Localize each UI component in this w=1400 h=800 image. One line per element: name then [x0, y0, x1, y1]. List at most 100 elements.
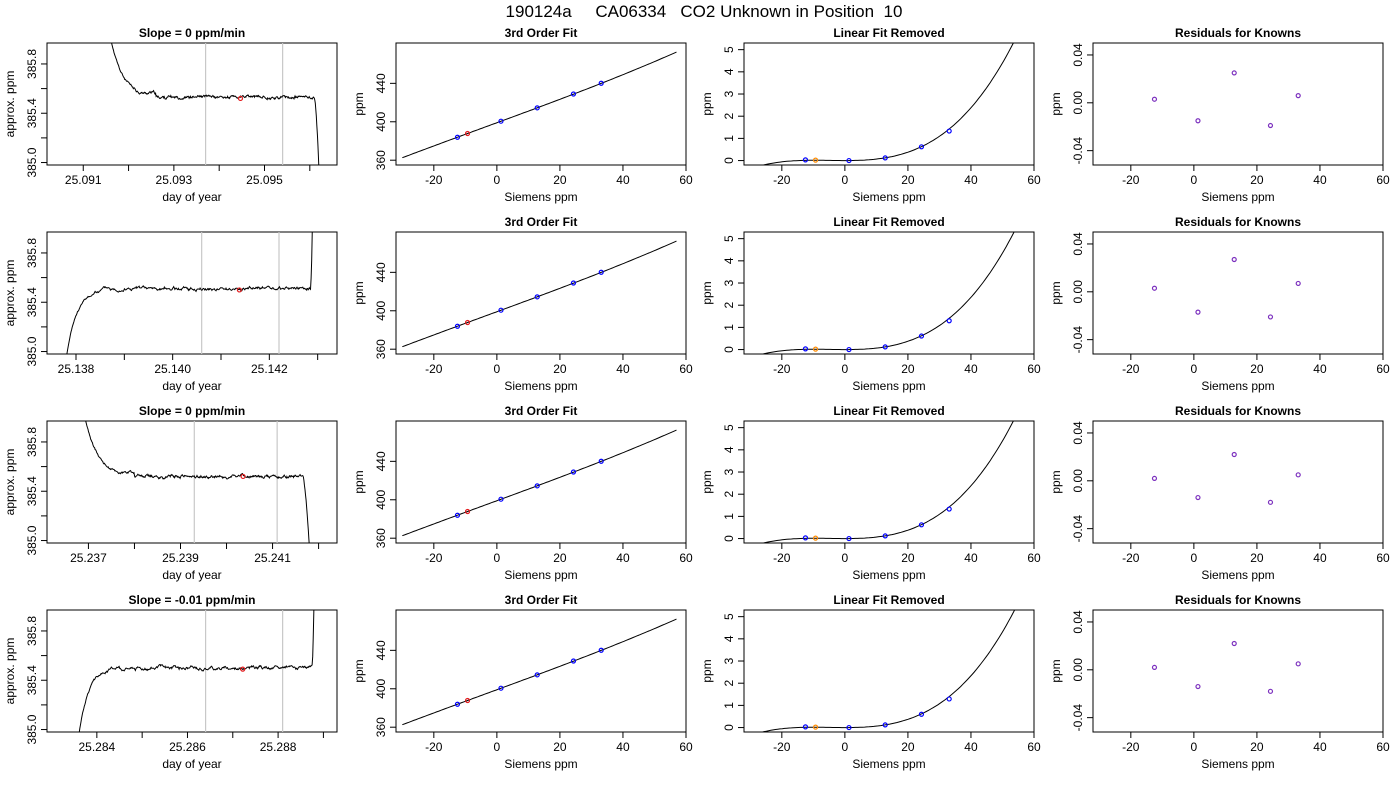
plot-area: [402, 429, 677, 537]
x-tick-label: 25.091: [65, 173, 102, 187]
x-axis-title: Siemens ppm: [852, 379, 925, 393]
data-point: [946, 506, 952, 512]
plot-frame: [46, 231, 338, 355]
data-point: [534, 105, 540, 111]
data-point: [1231, 70, 1237, 76]
plot-area: [760, 610, 1016, 732]
data-point: [1151, 96, 1158, 102]
data-point: [570, 658, 577, 664]
x-tick-label: 40: [616, 173, 630, 187]
y-tick-label: 385.4: [25, 476, 39, 506]
data-point: [846, 346, 852, 353]
data-point: [1267, 314, 1274, 320]
y-tick-label: 5: [722, 424, 736, 431]
x-tick-label: 60: [679, 551, 693, 565]
panel-title: 3rd Order Fit: [505, 26, 578, 40]
x-tick-label: 25.095: [246, 173, 283, 187]
x-tick-label: 20: [901, 551, 915, 565]
y-tick-label: 385.4: [25, 287, 39, 317]
x-axis-title: day of year: [162, 190, 221, 204]
data-point: [802, 535, 809, 541]
panel-r2-c3: Linear Fit Removed -20 0 20 40 60 0 1 2 3 4 5 Siemen…: [700, 215, 1041, 393]
x-tick-label: 40: [1313, 551, 1327, 565]
y-axis-title: approx. ppm: [3, 449, 17, 516]
x-tick-label: 40: [1313, 362, 1327, 376]
panel-r1-c2: 3rd Order Fit -20 0 20 40 60 360 400 440 Siemens …: [352, 26, 693, 204]
plot-frame: [1092, 42, 1384, 166]
plot-area: [85, 421, 310, 543]
x-tick-label: 40: [964, 740, 978, 754]
y-tick-label: 440: [374, 262, 388, 282]
x-tick-label: 20: [553, 551, 567, 565]
y-tick-label: 2: [722, 113, 736, 120]
x-axis-title: Siemens ppm: [1201, 757, 1274, 771]
x-tick-label: -20: [773, 740, 791, 754]
panel-title: Slope = 0 ppm/min: [139, 404, 245, 418]
y-tick-label: 385.8: [25, 427, 39, 457]
panel-title: 3rd Order Fit: [505, 404, 578, 418]
panel-title: Residuals for Knowns: [1175, 26, 1301, 40]
x-axis-title: Siemens ppm: [504, 757, 577, 771]
data-point: [498, 685, 504, 691]
plot-frame: [395, 231, 687, 355]
x-tick-label: -20: [773, 551, 791, 565]
panel-r3-c3: Linear Fit Removed -20 0 20 40 60 0 1 2 3 4 5 Siemen…: [700, 404, 1041, 582]
x-tick-label: 20: [901, 362, 915, 376]
data-point: [812, 157, 819, 163]
y-tick-label: 1: [722, 513, 736, 520]
data-point: [946, 128, 952, 134]
data-point: [534, 483, 540, 489]
x-tick-label: 20: [901, 740, 915, 754]
x-tick-label: 40: [1313, 740, 1327, 754]
y-axis-title: ppm: [1049, 659, 1063, 682]
x-tick-label: 60: [1376, 173, 1390, 187]
data-point: [498, 496, 504, 502]
data-point: [918, 333, 925, 339]
data-point: [454, 323, 461, 329]
data-point: [1295, 472, 1301, 478]
y-tick-label: 3: [722, 90, 736, 97]
data-point: [1231, 451, 1237, 458]
x-tick-label: 25.288: [260, 740, 297, 754]
data-point: [1295, 661, 1301, 667]
y-tick-label: 0.04: [1071, 421, 1085, 445]
x-tick-label: 20: [553, 740, 567, 754]
panel-title: Linear Fit Removed: [833, 26, 944, 40]
plot-frame: [1092, 231, 1384, 355]
x-axis-title: Siemens ppm: [504, 568, 577, 582]
x-tick-label: 20: [1250, 740, 1264, 754]
y-tick-label: 0.04: [1071, 232, 1085, 256]
data-point: [1151, 475, 1158, 482]
data-point: [802, 157, 809, 163]
x-axis-title: Siemens ppm: [1201, 379, 1274, 393]
plot-frame: [395, 42, 687, 166]
y-tick-label: 360: [374, 339, 388, 359]
y-tick-label: 0.04: [1071, 610, 1085, 634]
panel-title: Residuals for Knowns: [1175, 215, 1301, 229]
y-tick-label: 385.4: [25, 98, 39, 128]
y-tick-label: 385.8: [25, 238, 39, 268]
x-axis-title: Siemens ppm: [504, 379, 577, 393]
y-axis-title: ppm: [1049, 470, 1063, 493]
x-axis-title: day of year: [162, 757, 221, 771]
x-axis-title: Siemens ppm: [504, 190, 577, 204]
y-tick-label: 5: [722, 613, 736, 620]
y-tick-label: 2: [722, 680, 736, 687]
fit-curve: [402, 429, 677, 537]
x-tick-label: -20: [425, 362, 443, 376]
y-tick-label: 360: [374, 528, 388, 548]
y-tick-label: 385.0: [25, 147, 39, 177]
fit-curve: [760, 232, 1015, 354]
data-point: [1195, 494, 1201, 501]
plot-area: [78, 610, 315, 732]
x-tick-label: 0: [842, 173, 849, 187]
x-tick-label: -20: [1122, 173, 1140, 187]
x-axis-title: day of year: [162, 379, 221, 393]
x-tick-label: 60: [1376, 740, 1390, 754]
data-point: [464, 319, 471, 326]
data-point: [464, 508, 471, 515]
x-tick-label: 25.241: [254, 551, 291, 565]
x-tick-label: 25.284: [78, 740, 115, 754]
y-axis-title: ppm: [700, 281, 714, 304]
data-point: [946, 318, 952, 324]
